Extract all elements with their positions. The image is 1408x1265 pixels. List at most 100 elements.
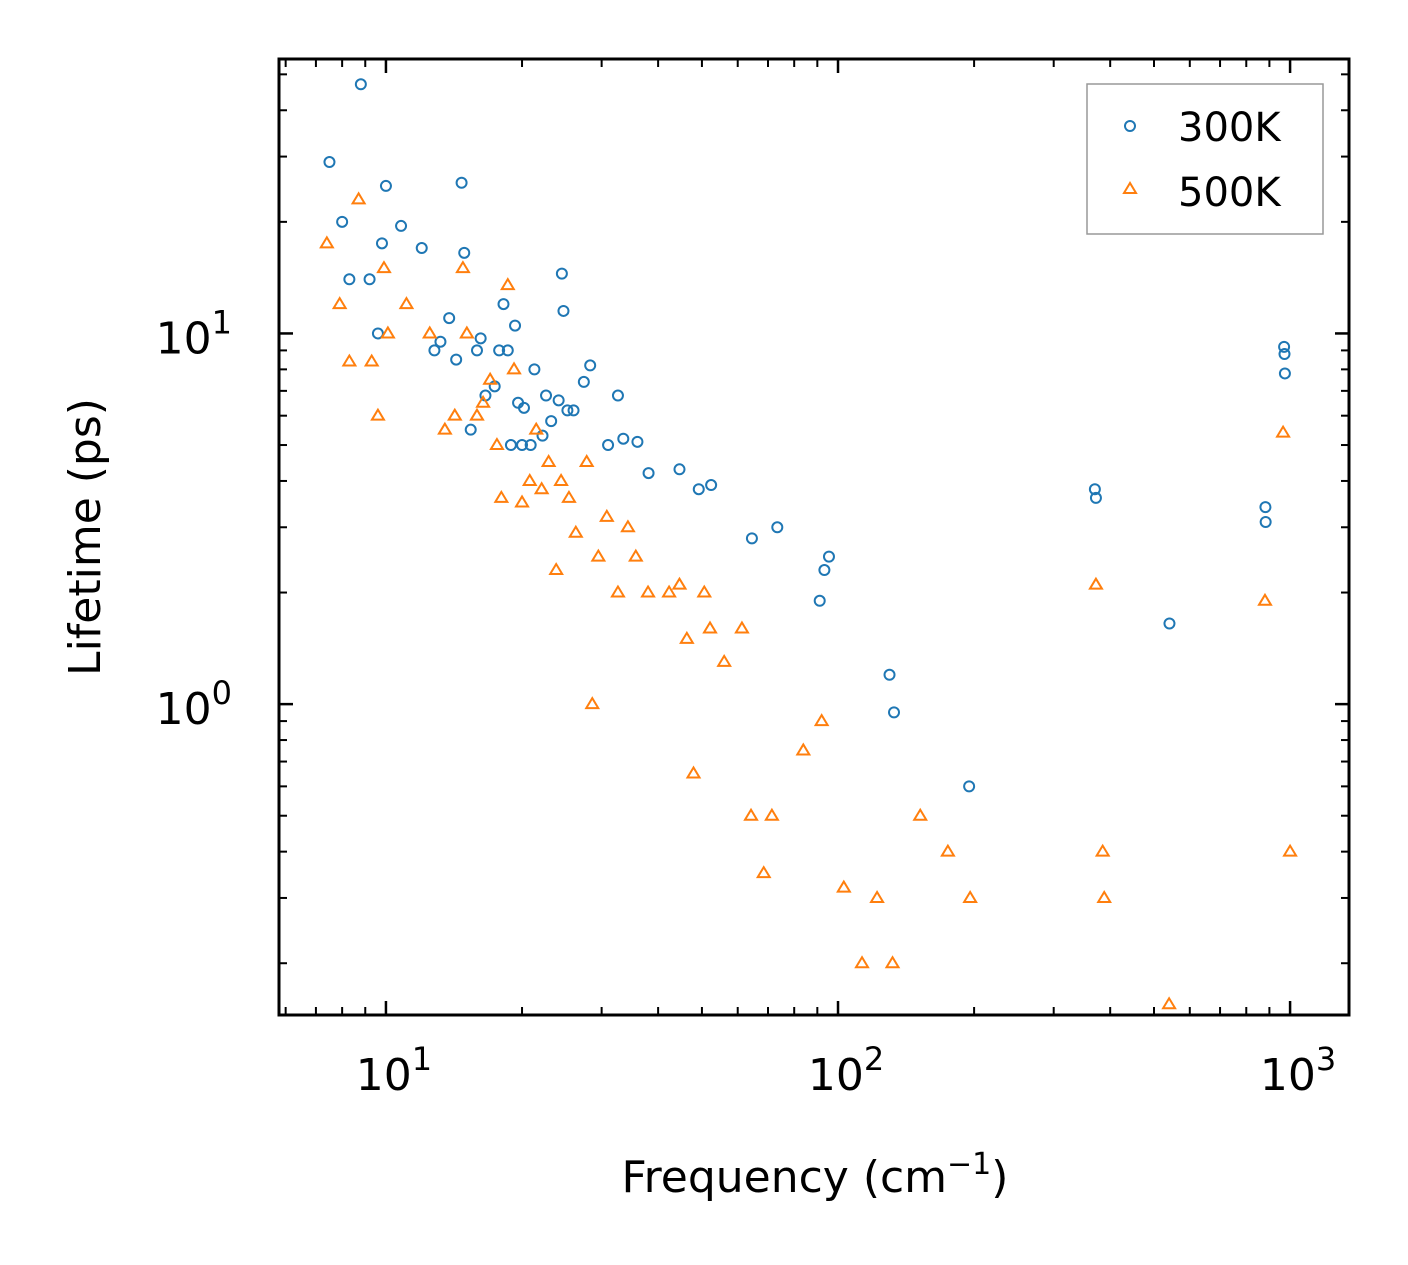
data-point: [450, 353, 463, 366]
data-point: [469, 407, 485, 421]
data-point: [567, 404, 580, 417]
data-point: [795, 742, 812, 756]
data-point: [370, 407, 386, 421]
data-point: [458, 246, 471, 259]
data-point: [1278, 348, 1291, 361]
data-point: [521, 473, 538, 486]
data-point: [516, 439, 529, 452]
data-point: [455, 260, 471, 274]
data-point: [517, 401, 530, 414]
data-point: [533, 481, 550, 495]
data-point: [371, 327, 384, 340]
data-point: [884, 955, 901, 969]
legend: 300K 500K: [1086, 83, 1324, 235]
data-point: [692, 483, 705, 496]
data-point: [599, 508, 615, 522]
data-point: [319, 235, 335, 249]
data-point: [524, 439, 537, 452]
data-point: [584, 359, 597, 372]
data-point: [459, 325, 475, 339]
data-point: [628, 548, 644, 562]
y-axis-title: Lifetime (ps): [60, 398, 111, 676]
data-point: [428, 344, 441, 357]
data-point: [661, 584, 677, 598]
data-point: [434, 335, 447, 348]
tick-labels: 101 102 103 100 101: [156, 303, 1337, 1101]
data-point: [1282, 843, 1298, 857]
y-tick-label: 100: [156, 674, 232, 735]
data-point: [493, 344, 506, 357]
data-point: [620, 519, 636, 533]
legend-box: [1086, 83, 1324, 235]
data-point: [883, 668, 896, 681]
data-point: [1259, 501, 1272, 514]
data-point: [1088, 483, 1101, 496]
data-point: [822, 550, 835, 563]
data-point: [464, 423, 477, 436]
data-point: [350, 191, 367, 205]
data-point: [336, 215, 349, 228]
data-point: [1257, 592, 1273, 606]
data-point: [379, 179, 392, 192]
data-point: [555, 267, 568, 280]
legend-label-300k: 300K: [1178, 105, 1282, 151]
x-axis-title: Frequency (cm−1): [622, 1147, 1009, 1203]
data-point: [443, 312, 456, 325]
data-point: [568, 524, 584, 538]
data-point: [1161, 996, 1177, 1010]
data-point: [557, 304, 570, 317]
data-point: [561, 489, 577, 503]
data-point: [584, 696, 601, 710]
data-point: [1278, 367, 1291, 380]
data-point: [734, 620, 750, 634]
x-axis-title-close: ): [991, 1152, 1008, 1203]
data-point: [764, 807, 780, 821]
data-point: [552, 394, 565, 407]
series-500k: [319, 191, 1298, 1010]
data-point: [869, 890, 885, 903]
series-300k: [323, 78, 1291, 793]
data-point: [497, 298, 510, 311]
data-point: [354, 78, 367, 91]
data-point: [912, 807, 928, 821]
data-point: [376, 260, 392, 274]
data-point: [474, 332, 487, 345]
data-point: [671, 576, 688, 590]
data-point: [963, 780, 976, 793]
data-point: [470, 344, 483, 357]
data-point: [577, 375, 590, 388]
data-point: [755, 865, 772, 879]
data-point: [818, 564, 831, 577]
x-tick-label: 103: [1260, 1040, 1336, 1101]
data-point: [501, 344, 514, 357]
data-point: [363, 353, 380, 367]
x-axis-title-sup: −1: [947, 1147, 991, 1182]
x-axis-title-main: Frequency (cm: [622, 1152, 948, 1203]
data-point: [1275, 424, 1291, 438]
legend-marker-300k: [1124, 120, 1136, 132]
data-point: [363, 273, 376, 286]
data-point: [482, 371, 498, 385]
x-tick-label: 102: [808, 1040, 884, 1101]
data-point: [1089, 491, 1102, 504]
data-point: [1088, 576, 1104, 590]
data-point: [489, 437, 505, 451]
data-point: [553, 473, 569, 486]
data-point: [375, 237, 388, 250]
data-point: [395, 219, 408, 232]
data-point: [611, 389, 624, 402]
data-point: [331, 296, 348, 310]
data-point: [590, 548, 607, 562]
data-point: [1278, 340, 1291, 353]
data-point: [548, 562, 564, 576]
plot-frame: [277, 57, 1351, 1017]
data-point: [421, 325, 438, 339]
data-point: [745, 532, 758, 545]
data-point: [447, 407, 463, 421]
data-point: [343, 273, 356, 286]
data-point: [506, 361, 522, 375]
data-point: [888, 706, 901, 719]
data-point: [341, 353, 358, 367]
data-point: [475, 394, 491, 408]
